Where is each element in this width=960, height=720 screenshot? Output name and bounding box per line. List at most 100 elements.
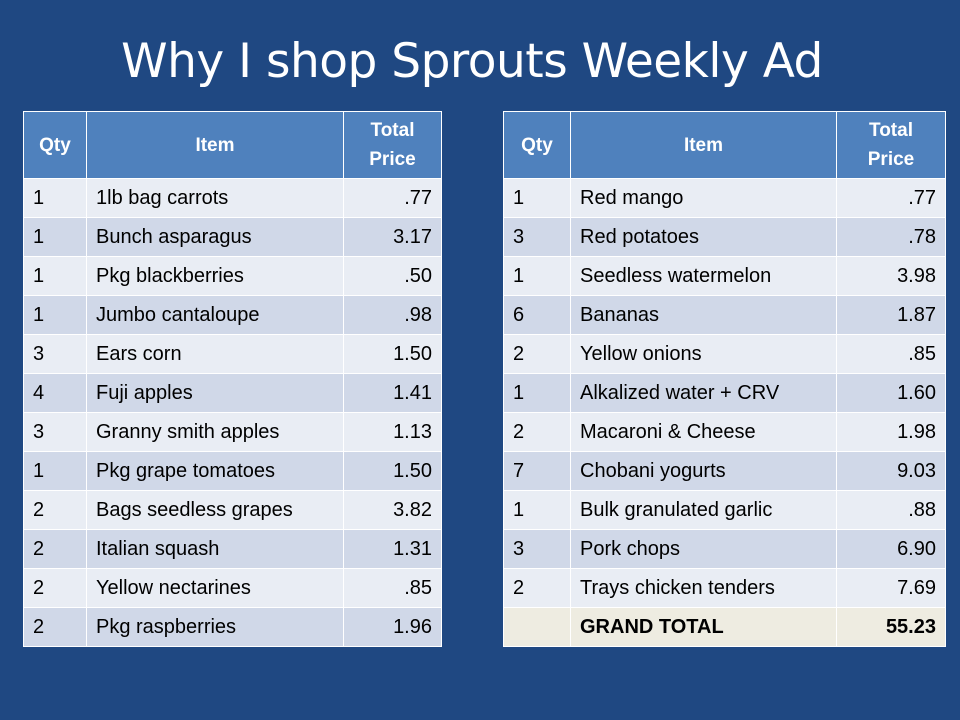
price-cell: 1.50 (343, 334, 442, 374)
qty-header: Qty (23, 111, 87, 179)
table-row: 6 Bananas 1.87 (503, 295, 946, 335)
item-cell: Bunch asparagus (86, 217, 344, 257)
table-row: 1 Jumbo cantaloupe .98 (23, 295, 442, 335)
item-cell: Italian squash (86, 529, 344, 569)
item-cell: Bags seedless grapes (86, 490, 344, 530)
price-cell: 1.31 (343, 529, 442, 569)
price-cell: .78 (836, 217, 946, 257)
table-row: 3 Ears corn 1.50 (23, 334, 442, 374)
item-cell: Bulk granulated garlic (570, 490, 837, 530)
price-cell: .98 (343, 295, 442, 335)
table-row: 1 Red mango .77 (503, 178, 946, 218)
table-row: 7 Chobani yogurts 9.03 (503, 451, 946, 491)
table-row: 2 Yellow nectarines .85 (23, 568, 442, 608)
qty-cell: 2 (23, 490, 87, 530)
price-cell: .50 (343, 256, 442, 296)
price-cell: .88 (836, 490, 946, 530)
price-cell: .77 (343, 178, 442, 218)
table-row: 2 Yellow onions .85 (503, 334, 946, 374)
total-price-header-line1: Total (869, 120, 913, 141)
qty-cell: 1 (23, 295, 87, 335)
item-cell: Granny smith apples (86, 412, 344, 452)
slide-title: Why I shop Sprouts Weekly Ad (121, 34, 823, 89)
price-cell: 1.41 (343, 373, 442, 413)
item-cell: Pkg blackberries (86, 256, 344, 296)
price-cell: 3.82 (343, 490, 442, 530)
item-cell: Bananas (570, 295, 837, 335)
left-price-table: Qty Item Total Price 1 1lb bag carrots .77 1… (23, 111, 442, 647)
table-row: 2 Bags seedless grapes 3.82 (23, 490, 442, 530)
qty-cell: 2 (503, 334, 571, 374)
item-cell: Seedless watermelon (570, 256, 837, 296)
item-cell: Trays chicken tenders (570, 568, 837, 608)
qty-cell: 2 (503, 412, 571, 452)
table-row: 2 Italian squash 1.31 (23, 529, 442, 569)
table-row: 1 Bunch asparagus 3.17 (23, 217, 442, 257)
table-row: 1 Alkalized water + CRV 1.60 (503, 373, 946, 413)
qty-cell: 2 (23, 568, 87, 608)
table-row: 1 Pkg grape tomatoes 1.50 (23, 451, 442, 491)
table-row: 4 Fuji apples 1.41 (23, 373, 442, 413)
table-row: 3 Pork chops 6.90 (503, 529, 946, 569)
table-row: 1 Seedless watermelon 3.98 (503, 256, 946, 296)
price-cell: 6.90 (836, 529, 946, 569)
item-cell: Fuji apples (86, 373, 344, 413)
grand-total-qty (503, 607, 571, 647)
price-cell: 1.60 (836, 373, 946, 413)
qty-cell: 1 (503, 178, 571, 218)
item-cell: Ears corn (86, 334, 344, 374)
item-cell: Pkg raspberries (86, 607, 344, 647)
qty-cell: 3 (503, 529, 571, 569)
qty-cell: 2 (23, 529, 87, 569)
total-price-header-line2: Price (867, 149, 915, 170)
right-price-table: Qty Item Total Price 1 Red mango .77 3 Red po… (503, 111, 946, 647)
item-cell: Yellow nectarines (86, 568, 344, 608)
qty-cell: 1 (23, 217, 87, 257)
qty-cell: 3 (503, 217, 571, 257)
header-row: Qty Item Total Price (503, 111, 946, 179)
item-cell: Pork chops (570, 529, 837, 569)
qty-cell: 1 (503, 490, 571, 530)
qty-cell: 1 (23, 256, 87, 296)
item-header: Item (86, 111, 344, 179)
table-row: 3 Red potatoes .78 (503, 217, 946, 257)
item-cell: Jumbo cantaloupe (86, 295, 344, 335)
item-header: Item (570, 111, 837, 179)
item-cell: Macaroni & Cheese (570, 412, 837, 452)
total-price-header-line2: Price (369, 149, 416, 170)
price-cell: 3.17 (343, 217, 442, 257)
table-row: 2 Macaroni & Cheese 1.98 (503, 412, 946, 452)
price-cell: 1.96 (343, 607, 442, 647)
header-row: Qty Item Total Price (23, 111, 442, 179)
item-cell: Red mango (570, 178, 837, 218)
qty-cell: 1 (503, 256, 571, 296)
total-price-header-line1: Total (370, 120, 415, 141)
qty-cell: 3 (23, 412, 87, 452)
total-price-header: Total Price (343, 111, 442, 179)
qty-cell: 7 (503, 451, 571, 491)
price-cell: 9.03 (836, 451, 946, 491)
grand-total-label: GRAND TOTAL (570, 607, 837, 647)
price-cell: .85 (836, 334, 946, 374)
table-row: 2 Pkg raspberries 1.96 (23, 607, 442, 647)
qty-cell: 6 (503, 295, 571, 335)
qty-cell: 2 (23, 607, 87, 647)
price-cell: 1.98 (836, 412, 946, 452)
grand-total-row: GRAND TOTAL 55.23 (503, 607, 946, 647)
price-cell: 3.98 (836, 256, 946, 296)
qty-cell: 1 (23, 451, 87, 491)
price-cell: .85 (343, 568, 442, 608)
qty-cell: 3 (23, 334, 87, 374)
qty-header: Qty (503, 111, 571, 179)
qty-cell: 1 (503, 373, 571, 413)
item-cell: Yellow onions (570, 334, 837, 374)
item-cell: Chobani yogurts (570, 451, 837, 491)
table-row: 1 Bulk granulated garlic .88 (503, 490, 946, 530)
price-cell: 7.69 (836, 568, 946, 608)
qty-cell: 2 (503, 568, 571, 608)
item-cell: Red potatoes (570, 217, 837, 257)
total-price-header: Total Price (836, 111, 946, 179)
item-cell: Alkalized water + CRV (570, 373, 837, 413)
price-cell: 1.50 (343, 451, 442, 491)
item-cell: Pkg grape tomatoes (86, 451, 344, 491)
